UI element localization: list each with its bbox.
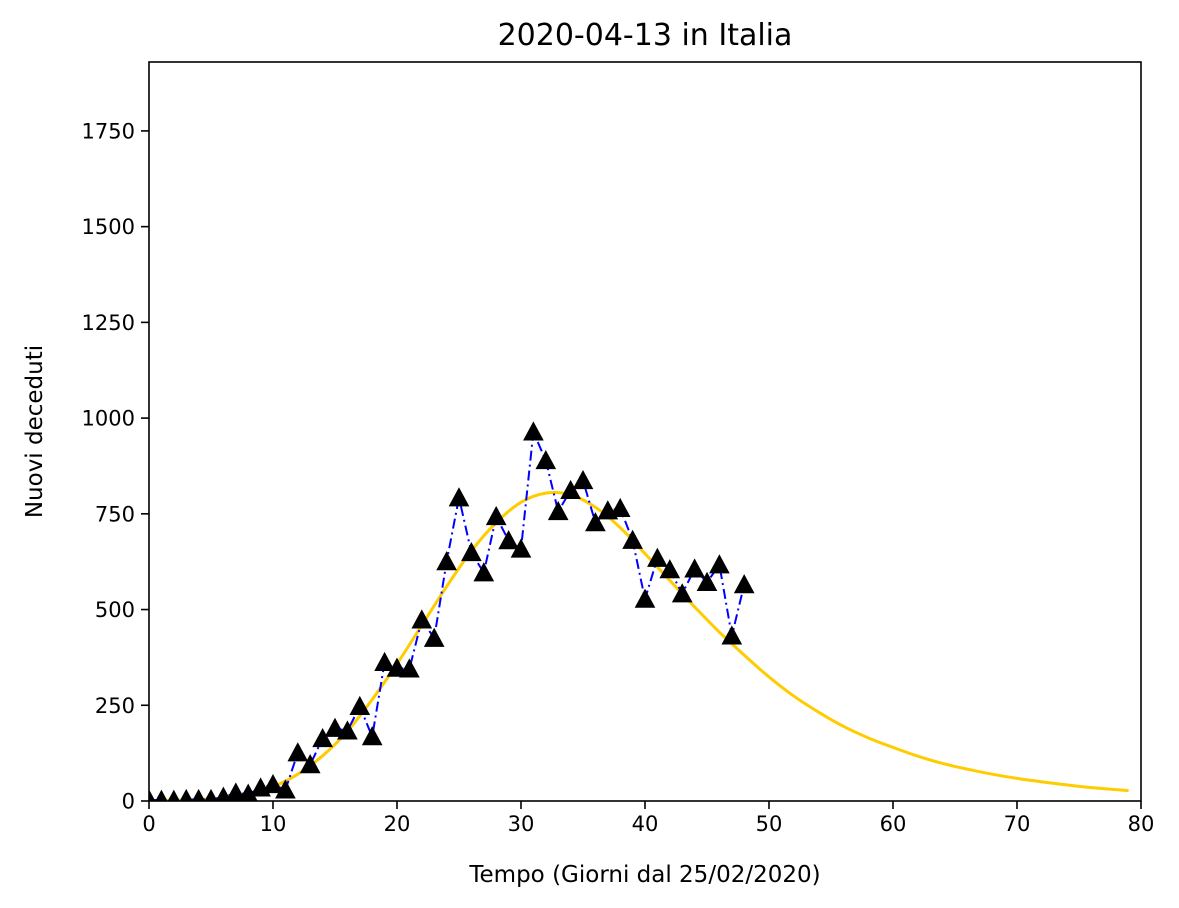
y-tick-label: 500 (95, 598, 135, 622)
data-point-marker (436, 551, 457, 571)
x-tick-label: 50 (756, 812, 783, 836)
y-tick-label: 0 (122, 790, 135, 814)
data-point-marker (155, 789, 168, 801)
x-tick-label: 80 (1128, 812, 1155, 836)
y-tick-label: 250 (95, 694, 135, 718)
data-point-marker (473, 562, 495, 582)
data-point-marker (572, 469, 594, 490)
data-point-marker (696, 571, 718, 591)
y-axis-label: Nuovi deceduti (22, 345, 48, 518)
data-point-marker (386, 657, 408, 677)
y-tick-label: 1250 (82, 311, 135, 335)
x-tick-label: 20 (384, 812, 411, 836)
data-point-marker (448, 487, 470, 507)
data-point-marker (399, 658, 420, 678)
data-point-marker (560, 479, 581, 500)
data-point-marker (659, 559, 681, 579)
data-point-marker (634, 588, 656, 608)
data-point-marker (510, 538, 532, 558)
data-point-marker (337, 720, 358, 740)
x-tick-label: 30 (508, 812, 535, 836)
chart-title: 2020-04-13 in Italia (498, 18, 793, 53)
data-point-marker (535, 450, 557, 470)
data-point-marker (204, 788, 218, 801)
observed-line (149, 427, 746, 801)
data-point-marker (287, 742, 309, 762)
data-point-marker (585, 512, 606, 532)
data-point-marker (609, 497, 631, 518)
marker-layer (149, 421, 755, 801)
data-point-marker (215, 786, 232, 801)
data-point-marker (324, 717, 346, 737)
data-point-marker (709, 554, 730, 574)
data-point-marker (671, 583, 693, 603)
x-tick-label: 40 (632, 812, 659, 836)
data-point-marker (179, 788, 193, 801)
data-point-marker (149, 789, 156, 801)
data-point-marker (423, 627, 445, 647)
data-point-marker (547, 500, 569, 521)
data-point-marker (498, 530, 519, 550)
data-point-marker (312, 728, 333, 748)
y-axis: 0 250 500 750 1000 1250 1500 1750 (82, 119, 149, 814)
y-tick-label: 1500 (82, 215, 135, 239)
data-point-marker (733, 574, 755, 594)
data-point-marker (349, 695, 371, 715)
x-tick-label: 10 (260, 812, 287, 836)
data-point-marker (192, 788, 206, 801)
y-tick-label: 1750 (82, 119, 135, 143)
data-point-marker (485, 505, 507, 526)
data-point-marker (461, 541, 482, 562)
data-point-marker (721, 625, 743, 645)
data-point-marker (622, 529, 643, 549)
observed-line-layer (149, 427, 746, 801)
plot-frame (148, 61, 1142, 802)
plot-area (149, 421, 1129, 801)
x-tick-label: 70 (1004, 812, 1031, 836)
y-tick-label: 1000 (82, 407, 135, 431)
data-point-marker (361, 726, 383, 746)
data-point-marker (275, 779, 296, 799)
x-tick-label: 0 (142, 812, 155, 836)
x-axis: 0 10 20 30 40 50 60 70 80 (142, 801, 1154, 836)
data-point-marker (523, 421, 544, 441)
data-point-marker (647, 547, 668, 567)
x-tick-label: 60 (880, 812, 907, 836)
data-point-marker (167, 789, 180, 801)
data-point-marker (225, 782, 246, 801)
y-tick-label: 750 (95, 502, 135, 526)
data-point-marker (374, 651, 395, 671)
data-point-marker (299, 754, 321, 774)
data-point-marker (411, 609, 433, 629)
x-axis-label: Tempo (Giorni dal 25/02/2020) (468, 862, 820, 888)
data-point-marker (684, 558, 705, 578)
data-point-marker (262, 773, 284, 794)
